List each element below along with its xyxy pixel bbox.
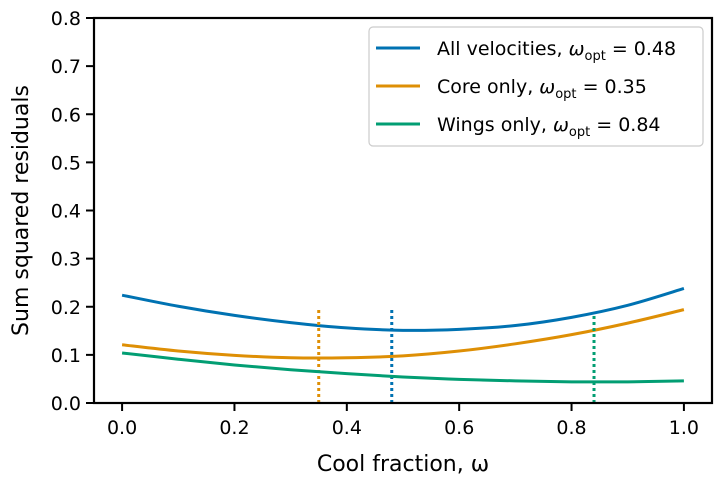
y-tick-label: 0.7: [51, 56, 81, 78]
axis-ticks: 0.0 0.2 0.4 0.6 0.8 1.0 0.0 0.1 0.2 0.3 0.4 0.5 0.6 0…: [51, 8, 699, 439]
x-tick-label: 0.4: [332, 417, 362, 439]
series-line-core-only: [121, 308, 685, 360]
y-tick-label: 0.0: [51, 393, 81, 415]
y-tick-label: 0.3: [51, 249, 81, 271]
plot-area: [121, 287, 685, 403]
series-line-all-velocities: [121, 287, 685, 332]
legend-entry-label: All velocities, ωopt = 0.48: [437, 38, 676, 64]
legend: All velocities, ωopt = 0.48 Core only, ωo…: [368, 26, 704, 147]
y-tick-label: 0.2: [51, 297, 81, 319]
y-tick-label: 0.8: [51, 8, 81, 30]
x-tick-label: 0.6: [444, 417, 474, 439]
legend-entry-label: Core only, ωopt = 0.35: [437, 76, 647, 102]
y-tick-label: 0.1: [51, 345, 81, 367]
series-line-wings-only: [121, 351, 684, 384]
y-tick-label: 0.5: [51, 152, 81, 174]
y-tick-label: 0.4: [51, 201, 81, 223]
x-axis-label: Cool fraction, ω: [317, 452, 489, 477]
y-tick-label: 0.6: [51, 104, 81, 126]
legend-entry-label: Wings only, ωopt = 0.84: [437, 114, 661, 140]
y-axis-label: Sum squared residuals: [9, 85, 34, 336]
x-tick-label: 0.8: [556, 417, 586, 439]
x-tick-label: 1.0: [669, 417, 699, 439]
legend-box: [368, 26, 704, 147]
x-tick-label: 0.2: [219, 417, 249, 439]
x-tick-label: 0.0: [107, 417, 137, 439]
